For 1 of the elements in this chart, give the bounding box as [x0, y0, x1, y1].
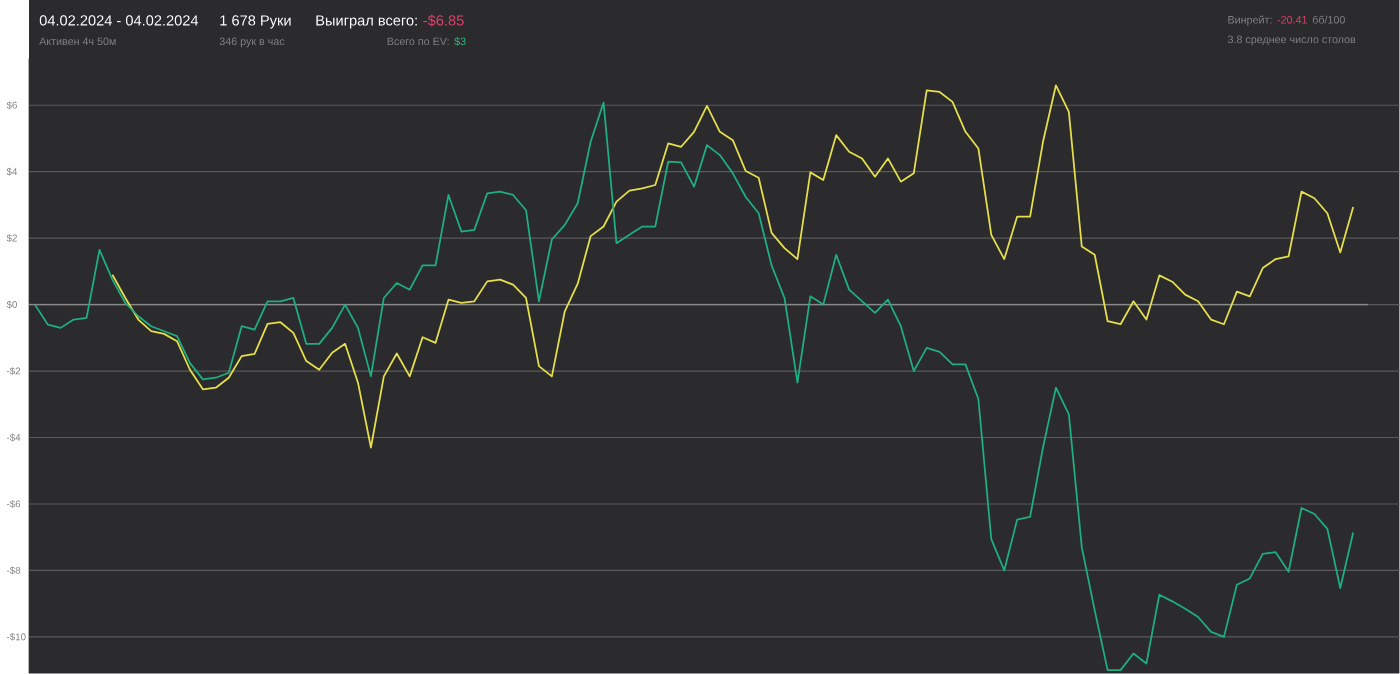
- line-series: [111, 84, 1355, 449]
